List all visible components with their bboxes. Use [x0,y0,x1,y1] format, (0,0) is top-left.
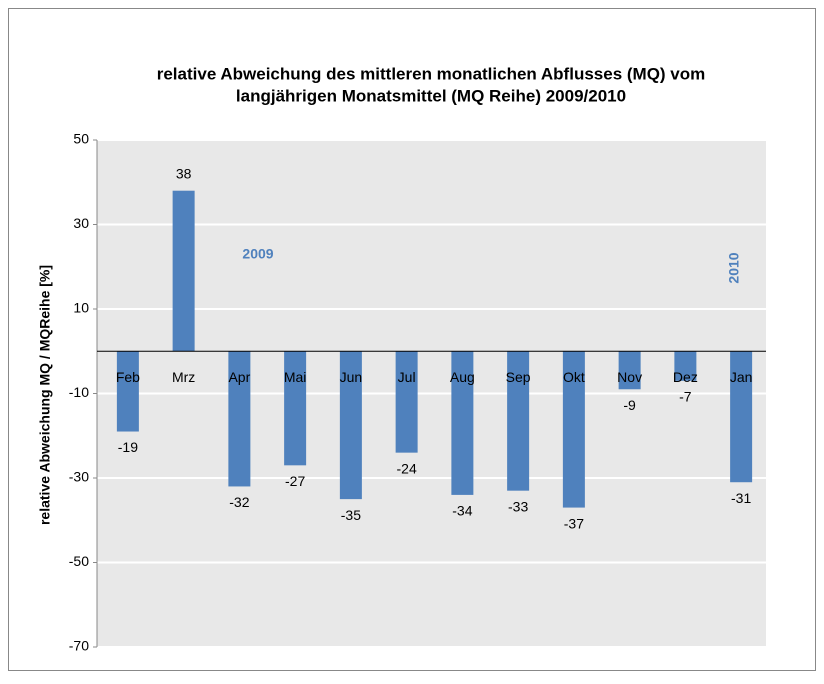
x-tick-label: Dez [673,369,698,385]
annotation: 2010 [726,252,742,283]
y-tick-label: 10 [73,300,89,316]
chart-title: relative Abweichung des mittleren monatl… [157,64,706,83]
y-tick-label: 50 [73,131,89,147]
bar [730,351,753,483]
data-label: -34 [452,503,472,519]
x-tick-label: Feb [116,369,140,385]
data-label: -24 [397,460,417,476]
x-tick-label: Jun [340,369,363,385]
bar [339,351,362,500]
data-label: -7 [679,389,692,405]
y-tick-label: -70 [69,638,89,654]
chart-title: langjährigen Monatsmittel (MQ Reihe) 200… [236,86,626,105]
bar [451,351,474,495]
data-label: -33 [508,498,528,514]
bar [507,351,530,491]
x-tick-label: Nov [617,369,642,385]
data-label: -19 [118,439,138,455]
data-label: -37 [564,515,584,531]
x-tick-label: Jan [730,369,753,385]
annotation: 2009 [242,246,273,262]
bar [172,190,195,352]
bar [116,351,139,432]
y-tick-label: -50 [69,553,89,569]
bar [618,351,641,390]
y-tick-label: -10 [69,384,89,400]
bar [674,351,697,381]
y-axis-label: relative Abweichung MQ / MQReihe [%] [37,265,53,525]
bar [284,351,307,466]
grid [97,139,766,648]
bar [562,351,585,508]
x-tick-label: Okt [563,369,585,385]
y-tick-label: 30 [73,215,89,231]
data-label: -9 [623,397,636,413]
data-label: -27 [285,473,305,489]
x-tick-label: Sep [506,369,531,385]
bar [228,351,251,487]
x-tick-label: Jul [398,369,416,385]
x-tick-label: Mrz [172,369,195,385]
y-tick-label: -30 [69,469,89,485]
bar [395,351,418,453]
data-label: -35 [341,507,361,523]
data-label: 38 [176,165,192,181]
data-label: -32 [229,494,249,510]
data-label: -31 [731,490,751,506]
x-tick-label: Apr [228,369,250,385]
x-tick-label: Aug [450,369,475,385]
x-tick-label: Mai [284,369,307,385]
